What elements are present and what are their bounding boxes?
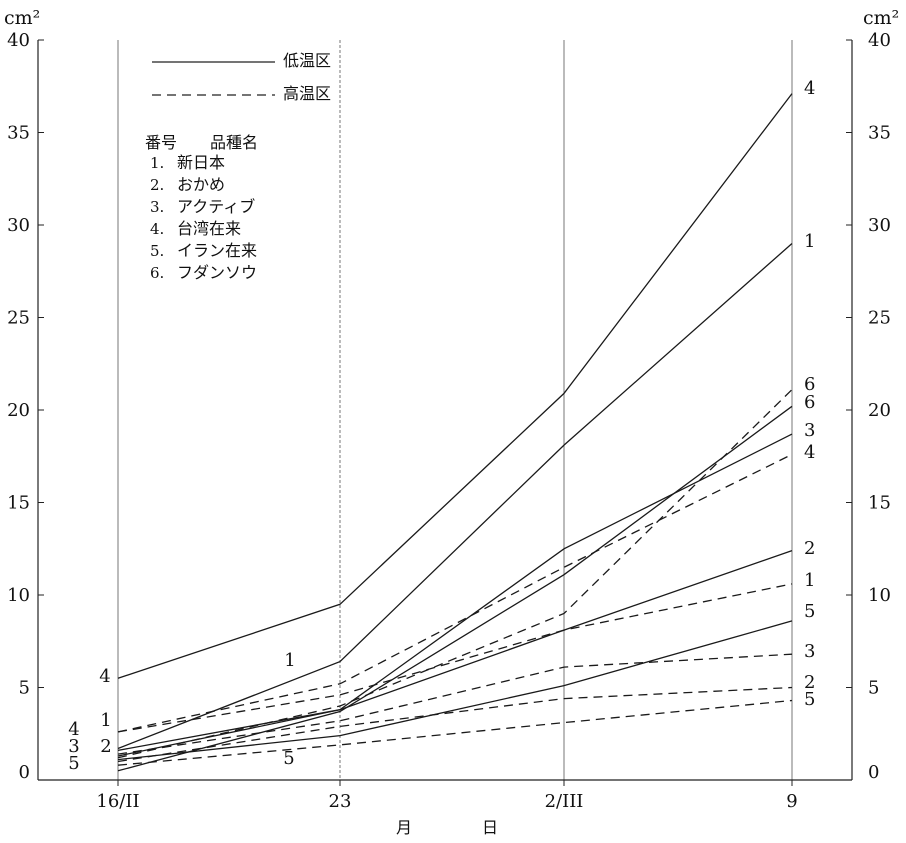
- series-line-solid-1: [117, 243, 793, 750]
- series-end-label: 1: [804, 570, 815, 591]
- y-tick-label-right: 10: [868, 585, 891, 606]
- series-line-solid-3: [117, 433, 793, 757]
- legend-variety-name: フダンソウ: [177, 263, 257, 282]
- legend-variety-name: アクティブ: [177, 197, 255, 216]
- series-end-label: 1: [804, 231, 815, 252]
- y-tick-label-right: 20: [868, 400, 891, 421]
- y-tick-label-left: 0: [19, 762, 30, 783]
- y-tick-label-right: 25: [868, 308, 891, 329]
- series-end-label: 5: [804, 601, 815, 622]
- x-tick-label: 23: [329, 791, 352, 812]
- y-tick-label-right: 15: [868, 493, 891, 514]
- legend-header-name: 品種名: [210, 133, 258, 152]
- series-mid-label: 1: [284, 650, 295, 671]
- series-end-label: 6: [804, 392, 815, 413]
- y-tick-label-left: 5: [19, 678, 30, 699]
- legend-variety-number: 5.: [150, 242, 164, 260]
- legend-solid-label: 低温区: [283, 51, 331, 70]
- series-layer: [117, 93, 793, 772]
- series-start-label: 1: [100, 710, 111, 731]
- y-tick-label-left: 15: [7, 493, 30, 514]
- y-unit-right: cm²: [863, 7, 899, 29]
- x-tick-label: 16/II: [96, 791, 139, 812]
- legend-dashed-label: 高温区: [283, 84, 331, 103]
- legend-variety-name: おかめ: [177, 175, 225, 194]
- legend-variety-list: 1. 新日本 2. おかめ 3. アクティブ 4. 台湾在来 5. イラン在来 6. フダンソウ: [150, 153, 257, 282]
- x-axis-label-month: 月: [396, 818, 412, 837]
- legend-variety-number: 4.: [150, 220, 164, 238]
- series-line-dashed-3: [117, 653, 793, 755]
- series-start-label: 4: [99, 666, 110, 687]
- legend-variety-name: 台湾在来: [177, 219, 241, 238]
- series-end-label: 2: [804, 538, 815, 559]
- legend: 低温区 高温区 番号 品種名 1. 新日本 2. おかめ 3. アクティブ 4. 台湾在来 5.…: [145, 51, 331, 282]
- y-tick-label-left: 25: [7, 308, 30, 329]
- legend-variety-number: 1.: [150, 154, 164, 172]
- x-tick-label: 2/III: [545, 791, 584, 812]
- series-line-dashed-2: [117, 686, 793, 763]
- legend-variety-number: 3.: [150, 198, 164, 216]
- y-tick-label-left: 10: [7, 585, 30, 606]
- series-line-solid-5: [117, 620, 793, 761]
- series-line-dashed-5: [117, 699, 793, 766]
- series-mid-label: 5: [283, 748, 294, 769]
- y-tick-label-left: 20: [7, 400, 30, 421]
- series-end-label: 5: [804, 689, 815, 710]
- legend-variety-number: 2.: [150, 176, 164, 194]
- y-tick-label-left: 40: [7, 30, 30, 51]
- legend-header-no: 番号: [145, 133, 177, 152]
- y-unit-left: cm²: [4, 7, 40, 29]
- y-tick-label-left: 35: [7, 123, 30, 144]
- series-line-solid-6: [117, 405, 793, 772]
- series-line-dashed-6: [117, 389, 793, 759]
- axes-layer: [37, 39, 853, 786]
- series-line-dashed-1: [117, 583, 793, 733]
- series-start-label: 2: [100, 736, 111, 757]
- x-tick-label: 9: [786, 791, 797, 812]
- series-line-dashed-4: [117, 453, 793, 733]
- grid-layer: [117, 40, 793, 780]
- legend-variety-name: イラン在来: [177, 241, 257, 260]
- y-tick-label-right: 0: [868, 762, 879, 783]
- series-line-solid-4: [117, 93, 793, 679]
- y-tick-label-right: 30: [868, 215, 891, 236]
- y-tick-label-right: 40: [868, 30, 891, 51]
- series-line-solid-2: [117, 549, 793, 752]
- y-tick-label-right: 5: [868, 678, 879, 699]
- series-end-label: 6: [804, 374, 815, 395]
- series-start-label: 3: [68, 736, 79, 757]
- series-end-label: 4: [804, 442, 815, 463]
- y-tick-label-right: 35: [868, 123, 891, 144]
- series-end-label: 3: [804, 420, 815, 441]
- series-end-label: 2: [804, 672, 815, 693]
- series-start-label: 4: [68, 719, 79, 740]
- series-end-label: 4: [804, 78, 815, 99]
- y-tick-label-left: 30: [7, 215, 30, 236]
- series-start-label: 5: [68, 753, 79, 774]
- x-axis-label-day: 日: [482, 818, 498, 837]
- series-end-label: 3: [804, 641, 815, 662]
- legend-variety-number: 6.: [150, 264, 164, 282]
- legend-variety-name: 新日本: [177, 153, 225, 172]
